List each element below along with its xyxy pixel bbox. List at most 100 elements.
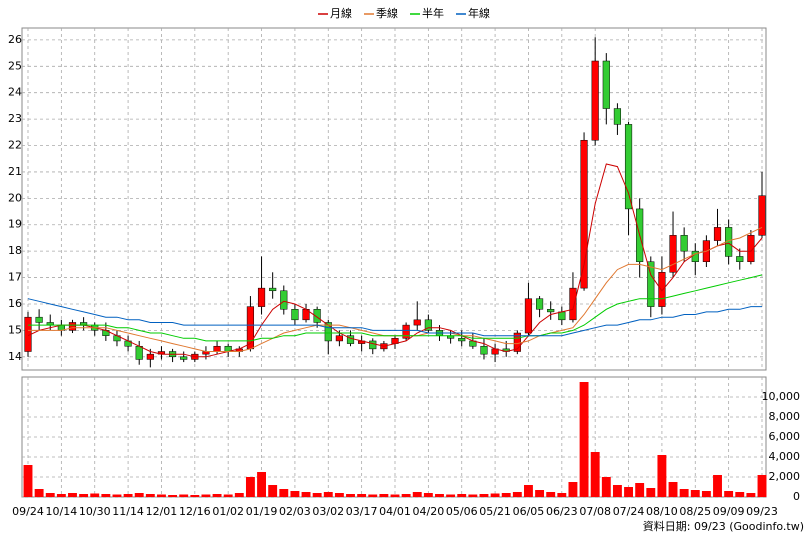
volume-bar (535, 490, 545, 497)
volume-bar (457, 494, 467, 497)
volume-bar (157, 494, 166, 497)
x-tick-label: 12/16 (179, 505, 211, 518)
x-tick-label: 06/05 (513, 505, 545, 518)
volume-bar (746, 493, 756, 497)
volume-bar (223, 494, 233, 497)
volume-bar (234, 493, 244, 497)
volume-bar (90, 493, 100, 497)
x-tick-label: 04/01 (379, 505, 411, 518)
candle-body (146, 353, 154, 360)
volume-bar (190, 495, 200, 497)
volume-bar (423, 493, 433, 497)
y-tick-label: 0 (793, 490, 800, 503)
candle-body (580, 139, 588, 289)
x-tick-label: 01/02 (212, 505, 244, 518)
legend-label: 半年 (422, 6, 444, 20)
volume-bar (212, 494, 222, 497)
x-tick-label: 09/24 (12, 505, 44, 518)
candle-body (280, 290, 288, 310)
x-tick-label: 09/09 (713, 505, 745, 518)
volume-bar (713, 475, 722, 497)
ma-line (27, 298, 762, 337)
volume-bar (301, 492, 311, 497)
candle-body (335, 335, 343, 342)
candle-body (691, 250, 699, 262)
volume-bar (435, 494, 444, 497)
x-tick-label: 03/02 (312, 505, 344, 518)
volume-bar (323, 492, 333, 497)
candle-body (480, 345, 488, 355)
y-tick-label: 6,000 (769, 430, 801, 443)
candle-body (458, 338, 466, 342)
volume-bar (357, 494, 367, 497)
candle-body (135, 345, 143, 360)
y-tick-label: 15 (8, 323, 22, 336)
candle-body (647, 261, 655, 307)
volume-bar (679, 489, 689, 497)
footer: 資料日期: 09/23 (Goodinfo.tw) (643, 519, 804, 533)
candle-body (180, 356, 188, 360)
volume-bar (635, 483, 645, 497)
candle-body (747, 235, 755, 262)
volume-bar (501, 493, 511, 497)
volume-bar (290, 491, 300, 497)
volume-bar (690, 490, 700, 497)
volume-bar (468, 494, 478, 497)
volume-bar (279, 489, 289, 497)
volume-bar (45, 493, 55, 497)
volume-bar (179, 494, 189, 497)
volume-bar (168, 495, 178, 497)
candle-body (291, 309, 299, 321)
volume-bar (735, 492, 745, 497)
volume-bar (701, 491, 711, 497)
y-tick-label: 2,000 (769, 470, 801, 483)
y-tick-label: 10,000 (762, 390, 801, 403)
candle-body (569, 287, 577, 321)
candle-body (369, 340, 377, 350)
volume-bar (123, 494, 133, 497)
y-tick-label: 19 (8, 218, 22, 231)
volume-bar (368, 494, 378, 497)
candle-body (535, 298, 544, 310)
volume-bar (568, 482, 578, 497)
y-tick-label: 17 (8, 271, 22, 284)
x-tick-label: 04/20 (413, 505, 445, 518)
candle-body (35, 316, 43, 323)
candle-body (413, 319, 421, 326)
x-tick-label: 06/23 (546, 505, 578, 518)
volume-bar (612, 485, 622, 497)
volume-bar (590, 452, 600, 497)
volume-bar (479, 494, 489, 497)
candle-body (558, 311, 566, 321)
x-tick-label: 01/19 (246, 505, 278, 518)
y-tick-label: 14 (8, 350, 22, 363)
candle-body (68, 322, 77, 331)
candle-body (313, 309, 321, 323)
candle-body (213, 345, 221, 352)
candle-body (269, 287, 277, 292)
volume-bar (601, 477, 611, 497)
volume-bar (112, 494, 122, 497)
legend-label: 年線 (468, 6, 490, 20)
candle-body (624, 124, 633, 210)
volume-bar (257, 472, 266, 497)
volume-bar (390, 494, 400, 497)
candle-body (346, 335, 355, 344)
candle-body (513, 332, 521, 352)
volume-bar (56, 494, 66, 497)
y-tick-label: 23 (8, 112, 22, 125)
ma-line (28, 274, 763, 342)
candle-body (658, 272, 666, 307)
volume-bar (334, 493, 344, 497)
volume-bar (512, 492, 522, 497)
candle-body (680, 235, 688, 252)
volume-bar (79, 494, 89, 497)
volume-bar (546, 492, 556, 497)
y-tick-label: 26 (8, 33, 22, 46)
y-tick-label: 18 (8, 244, 22, 257)
candle-body (758, 195, 766, 236)
x-tick-label: 10/14 (46, 505, 78, 518)
x-tick-label: 11/14 (112, 505, 144, 518)
volume-bar (624, 487, 633, 497)
volume-bar (23, 465, 33, 497)
